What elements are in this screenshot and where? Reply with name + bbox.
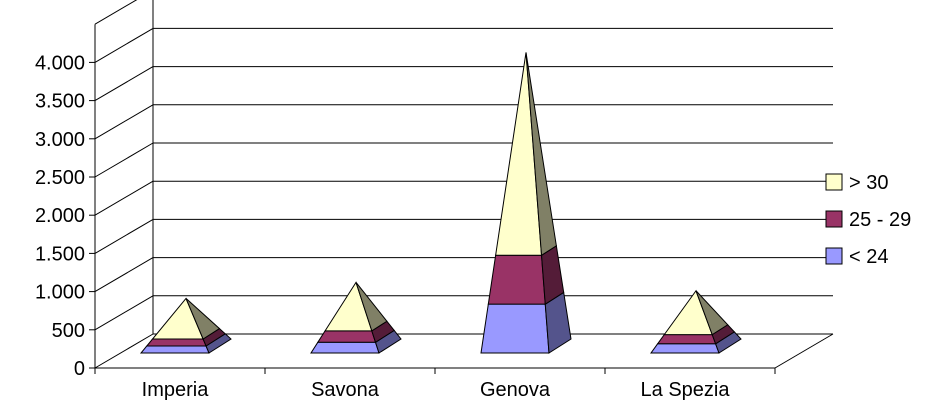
gridlines — [94, 0, 833, 369]
y-tick-label: 2.500 — [35, 167, 85, 189]
y-tick-label: 4.000 — [35, 52, 85, 74]
gridline-side — [94, 27, 154, 63]
pyramid-segment — [487, 254, 546, 305]
legend-swatch — [825, 173, 843, 191]
x-tick-label: La Spezia — [641, 379, 731, 401]
pyramid-segment — [656, 334, 717, 345]
gridline-side — [94, 104, 154, 140]
x-axis-depth-line — [774, 333, 834, 369]
gridline-side — [94, 180, 154, 216]
gridline-side — [94, 257, 154, 293]
pyramid-segment-side — [185, 298, 221, 340]
legend-label: < 24 — [849, 246, 888, 268]
y-tick-label: 1.000 — [35, 282, 85, 304]
x-axis-labels: Imperia Savona Genova La Spezia — [94, 368, 776, 401]
pyramid-segment-side — [355, 282, 388, 332]
legend: > 30 25 - 29 < 24 — [825, 172, 911, 268]
gridline-side — [94, 66, 154, 102]
pyramids — [139, 52, 742, 354]
legend-swatch — [825, 210, 843, 228]
y-tick-label: 3.500 — [35, 91, 85, 113]
axes — [94, 0, 834, 369]
gridline-side — [94, 0, 138, 25]
gridline-side — [94, 142, 154, 178]
y-tick-label: 1.500 — [35, 243, 85, 265]
x-tick-label: Imperia — [142, 379, 210, 401]
pyramid-segment — [480, 303, 550, 354]
y-tick-label: 2.000 — [35, 205, 85, 227]
y-tick-label: 0 — [74, 358, 85, 380]
x-tick-label: Genova — [480, 379, 551, 401]
x-tick-label: Savona — [311, 379, 380, 401]
pyramid-segment — [145, 338, 207, 347]
gridline-side — [94, 218, 154, 254]
gridline-side — [94, 295, 154, 331]
pyramid-segment — [139, 345, 210, 354]
pyramid-segment — [310, 341, 380, 354]
gridline-side — [94, 333, 154, 369]
pyramid-segment-side — [695, 290, 729, 336]
legend-swatch — [825, 247, 843, 265]
pyramid-segment — [650, 343, 720, 354]
y-axis-ticks: 0 500 1.000 1.500 2.000 2.500 3.000 3.500 4.000 — [35, 52, 95, 380]
legend-label: 25 - 29 — [849, 209, 911, 231]
y-tick-label: 3.000 — [35, 129, 85, 151]
pyramid-segment — [316, 330, 377, 343]
legend-label: > 30 — [849, 172, 888, 194]
pyramid-segment-side — [525, 52, 557, 257]
y-tick-label: 500 — [52, 320, 85, 342]
